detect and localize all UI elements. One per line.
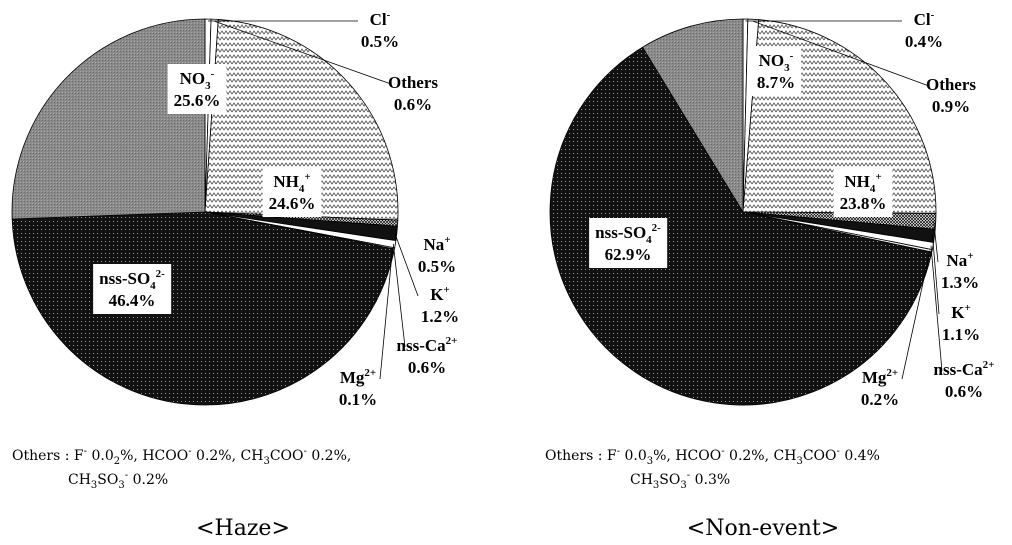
slice-label-percent: 23.8% bbox=[840, 194, 887, 213]
slice-label: nss-Ca2+ 0.6% bbox=[397, 335, 458, 377]
slice-label: Mg2+ 0.2% bbox=[861, 367, 899, 409]
slice-label-percent: 0.6% bbox=[408, 358, 446, 377]
slice-label-percent: 0.5% bbox=[418, 257, 456, 276]
slice-label-percent: 1.2% bbox=[421, 307, 459, 326]
slice-label: NO3-8.7% bbox=[750, 46, 802, 96]
slice-label: nss-SO42-46.4% bbox=[93, 264, 172, 314]
slice-label: Others 0.9% bbox=[926, 75, 976, 116]
slice-label-box bbox=[589, 218, 668, 268]
slice-label-percent: 62.9% bbox=[605, 245, 652, 264]
label-leader-line bbox=[753, 20, 930, 87]
slice-label-percent: 1.1% bbox=[942, 325, 980, 344]
others-note-line-1: Others : F- 0.02%, HCOO- 0.2%, CH3COO- 0… bbox=[12, 446, 351, 467]
slice-label-percent: 0.6% bbox=[394, 95, 432, 114]
slice-label-percent: 8.7% bbox=[757, 73, 795, 92]
label-leader-line bbox=[379, 248, 393, 380]
others-notes: Others : F- 0.02%, HCOO- 0.2%, CH3COO- 0… bbox=[12, 446, 880, 491]
others-note-line-2: CH3SO3- 0.2% bbox=[68, 470, 168, 491]
pie-slice-nss-so42- bbox=[549, 46, 933, 406]
label-leader-line bbox=[932, 235, 940, 315]
slice-label-percent: 46.4% bbox=[109, 291, 156, 310]
slice-label-percent: 0.2% bbox=[861, 390, 899, 409]
slice-label: Mg2+ 0.1% bbox=[339, 367, 377, 409]
slice-label-percent: 24.6% bbox=[269, 194, 316, 213]
pie-slice-no3- bbox=[642, 18, 744, 214]
slice-labels: Cl-0.5%Others0.6%NH4+24.6%Na+0.5%K+1.2%n… bbox=[93, 9, 994, 409]
slice-label-box bbox=[93, 264, 172, 314]
slice-label-percent: 0.9% bbox=[932, 97, 970, 116]
others-note-line-1: Others : F- 0.03%, HCOO- 0.2%, CH3COO- 0… bbox=[545, 446, 880, 467]
slice-label: Na+ 0.5% bbox=[418, 234, 456, 276]
label-leader-line bbox=[394, 233, 419, 297]
slice-label-name: Mg2+ bbox=[862, 367, 898, 387]
haze-pie bbox=[11, 18, 399, 406]
slice-label: K+ 1.1% bbox=[942, 302, 980, 344]
haze-caption: <Haze> bbox=[196, 516, 290, 541]
label-leader-line bbox=[901, 250, 931, 380]
label-leader-line bbox=[930, 245, 943, 372]
pie-slice-nss-so42- bbox=[11, 211, 395, 406]
slice-label: NH4+24.6% bbox=[262, 167, 322, 217]
slice-label: NO3-25.6% bbox=[167, 64, 227, 114]
slice-label: Cl- 0.4% bbox=[905, 9, 943, 51]
slice-label-name: NO3- bbox=[759, 50, 794, 74]
slice-label-name: NO3- bbox=[180, 68, 215, 92]
slice-label-name: Others bbox=[926, 75, 976, 94]
slice-label-percent: 0.4% bbox=[905, 32, 943, 51]
slice-label: Others 0.6% bbox=[388, 73, 438, 114]
slice-label-name: Others bbox=[388, 73, 438, 92]
slice-label-percent: 25.6% bbox=[174, 91, 221, 110]
slice-label-percent: 1.3% bbox=[941, 273, 979, 292]
slice-label-percent: 0.5% bbox=[361, 32, 399, 51]
slice-label-name: nss-SO42- bbox=[99, 268, 165, 292]
slice-label: K+ 1.2% bbox=[421, 284, 459, 326]
slice-label: nss-SO42-62.9% bbox=[589, 218, 668, 268]
slice-label-name: Cl- bbox=[370, 9, 391, 29]
slice-label-box bbox=[833, 167, 893, 217]
non-event-caption: <Non-event> bbox=[687, 516, 839, 541]
label-leader-line bbox=[392, 243, 406, 348]
pie-slice-nh4- bbox=[204, 19, 399, 221]
others-note-line-2: CH3SO3- 0.3% bbox=[630, 470, 730, 491]
slice-label-name: NH4+ bbox=[273, 171, 310, 195]
label-leader-line bbox=[933, 221, 939, 263]
slice-label-box bbox=[167, 64, 227, 114]
slice-label-box bbox=[750, 46, 802, 96]
slice-label-name: Na+ bbox=[946, 250, 973, 270]
pie-slice-no3- bbox=[11, 18, 206, 220]
slice-label-name: nss-Ca2+ bbox=[397, 335, 458, 355]
slice-label: nss-Ca2+ 0.6% bbox=[934, 359, 995, 401]
slice-label-name: Mg2+ bbox=[340, 367, 376, 387]
slice-label-name: Cl- bbox=[914, 9, 935, 29]
slice-label-percent: 0.1% bbox=[339, 390, 377, 409]
slice-label-name: NH4+ bbox=[844, 171, 881, 195]
slice-label-percent: 0.6% bbox=[945, 382, 983, 401]
slice-label-name: nss-SO42- bbox=[595, 222, 661, 246]
slice-label-name: K+ bbox=[951, 302, 971, 322]
slice-label: Cl- 0.5% bbox=[361, 9, 399, 51]
slice-label-name: nss-Ca2+ bbox=[934, 359, 995, 379]
slice-label-name: Na+ bbox=[423, 234, 450, 254]
label-leader-line bbox=[214, 20, 392, 85]
slice-label: Na+ 1.3% bbox=[941, 250, 979, 292]
slice-label: NH4+23.8% bbox=[833, 167, 893, 217]
slice-label-name: K+ bbox=[430, 284, 450, 304]
slice-label-box bbox=[262, 167, 322, 217]
